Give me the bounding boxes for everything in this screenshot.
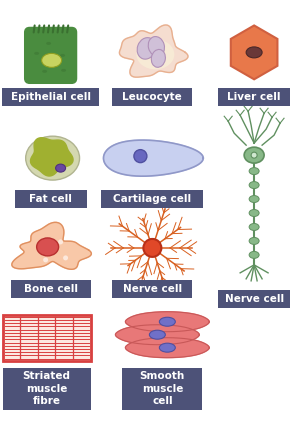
Circle shape [143,239,161,257]
Ellipse shape [249,196,259,202]
Text: Bone cell: Bone cell [24,284,78,294]
Polygon shape [126,312,209,332]
FancyBboxPatch shape [3,368,91,409]
Ellipse shape [249,237,259,245]
Ellipse shape [136,40,174,69]
Ellipse shape [159,317,175,326]
Text: Cartilage cell: Cartilage cell [113,194,192,204]
FancyBboxPatch shape [218,88,290,106]
Polygon shape [116,325,199,345]
Polygon shape [30,138,73,176]
Circle shape [36,245,41,249]
FancyBboxPatch shape [123,368,202,409]
Text: Epithelial cell: Epithelial cell [11,92,91,102]
Ellipse shape [148,37,164,56]
Text: Leucocyte: Leucocyte [123,92,182,102]
Polygon shape [12,222,91,269]
Text: Nerve cell: Nerve cell [123,284,182,294]
FancyBboxPatch shape [15,190,87,208]
FancyBboxPatch shape [2,88,99,106]
Ellipse shape [42,53,62,67]
FancyBboxPatch shape [112,280,192,298]
Circle shape [43,257,48,262]
Circle shape [63,256,68,260]
Circle shape [58,239,63,245]
Polygon shape [126,338,209,358]
FancyBboxPatch shape [112,88,192,106]
Ellipse shape [249,167,259,175]
Ellipse shape [37,238,59,256]
Ellipse shape [60,54,65,57]
FancyBboxPatch shape [218,290,290,308]
Ellipse shape [246,47,262,58]
Ellipse shape [249,224,259,230]
FancyBboxPatch shape [3,315,91,361]
Ellipse shape [137,37,156,59]
Ellipse shape [42,70,47,73]
Text: Smooth
muscle
cell: Smooth muscle cell [140,371,185,406]
Ellipse shape [159,343,175,352]
Text: Fat cell: Fat cell [29,194,72,204]
Ellipse shape [46,42,51,45]
FancyBboxPatch shape [25,27,77,83]
FancyBboxPatch shape [11,280,91,298]
Ellipse shape [249,210,259,216]
Text: Striated
muscle
fibre: Striated muscle fibre [22,371,71,406]
Polygon shape [103,140,203,176]
Ellipse shape [56,164,66,172]
Ellipse shape [26,136,80,180]
Polygon shape [231,26,278,79]
Ellipse shape [151,49,165,67]
Ellipse shape [249,181,259,189]
Ellipse shape [61,69,66,72]
Ellipse shape [34,52,39,55]
Ellipse shape [134,150,147,163]
Ellipse shape [249,251,259,259]
Polygon shape [119,25,188,77]
Ellipse shape [244,147,264,163]
Text: Nerve cell: Nerve cell [225,294,284,304]
Ellipse shape [149,330,165,339]
Text: Liver cell: Liver cell [227,92,281,102]
Circle shape [251,152,257,158]
FancyBboxPatch shape [102,190,203,208]
